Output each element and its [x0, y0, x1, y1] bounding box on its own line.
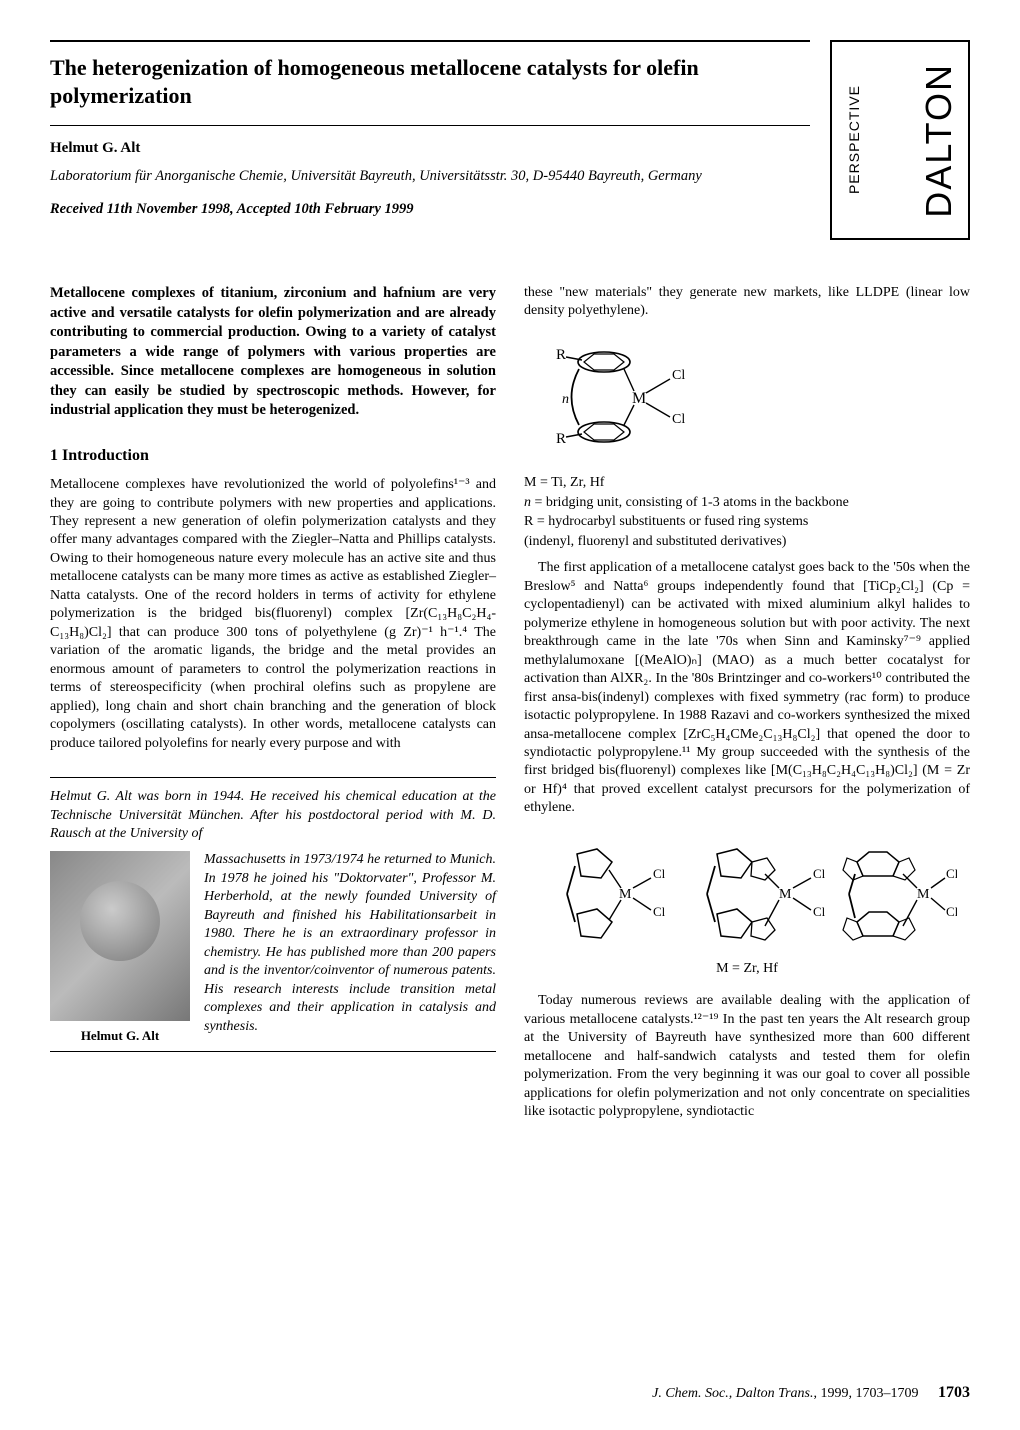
fig1-line-1: M = Ti, Zr, Hf — [524, 473, 970, 493]
fig1-caption: M = Ti, Zr, Hf n = bridging unit, consis… — [524, 473, 970, 551]
chem-figure-2: M Cl Cl M — [524, 834, 970, 978]
bio-flex-row: Helmut G. Alt Massachusetts in 1973/1974… — [50, 851, 496, 1044]
chem-figure-1: R R n M Cl Cl — [524, 337, 970, 551]
bio-divider-top — [50, 777, 496, 778]
bio-divider-bottom — [50, 1051, 496, 1052]
svg-text:M: M — [632, 390, 646, 407]
metallocene-variants-svg: M Cl Cl M — [537, 834, 957, 954]
fig1-line-2-text: = bridging unit, consisting of 1-3 atoms… — [531, 495, 849, 510]
svg-text:Cl: Cl — [946, 904, 957, 919]
svg-text:R: R — [556, 431, 566, 447]
received-line: Received 11th November 1998, Accepted 10… — [50, 201, 810, 218]
svg-text:M: M — [779, 887, 792, 902]
header-region: The heterogenization of homogeneous meta… — [50, 40, 970, 240]
svg-text:Cl: Cl — [653, 904, 666, 919]
svg-text:Cl: Cl — [672, 368, 685, 383]
right-para-3: Today numerous reviews are available dea… — [524, 992, 970, 1121]
fig2-caption: M = Zr, Hf — [524, 960, 970, 978]
footer-year-pages: , 1999, 1703–1709 — [814, 1386, 919, 1401]
footer-page-number: 1703 — [938, 1384, 970, 1401]
svg-text:Cl: Cl — [672, 412, 685, 427]
badge-dalton-text: DALTON — [918, 63, 960, 218]
article-title: The heterogenization of homogeneous meta… — [50, 54, 810, 109]
journal-badge: PERSPECTIVE DALTON — [830, 40, 970, 240]
author-name: Helmut G. Alt — [50, 140, 810, 157]
svg-text:M: M — [619, 887, 632, 902]
svg-text:n: n — [562, 392, 569, 407]
section-1-para: Metallocene complexes have revolutionize… — [50, 476, 496, 753]
svg-text:Cl: Cl — [653, 866, 666, 881]
fig1-n-var: n — [524, 495, 531, 510]
fig1-line-3: R = hydrocarbyl substituents or fused ri… — [524, 512, 970, 532]
left-header: The heterogenization of homogeneous meta… — [50, 40, 830, 218]
fig1-line-2: n = bridging unit, consisting of 1-3 ato… — [524, 493, 970, 513]
svg-text:Cl: Cl — [813, 904, 826, 919]
author-photo — [50, 851, 190, 1021]
abstract-text: Metallocene complexes of titanium, zirco… — [50, 284, 496, 421]
author-affiliation: Laboratorium für Anorganische Chemie, Un… — [50, 167, 810, 187]
metallocene-structure-svg: R R n M Cl Cl — [524, 337, 724, 467]
divider-line — [50, 125, 810, 126]
bio-continuation-text: Massachusetts in 1973/1974 he returned t… — [204, 851, 496, 1044]
svg-text:R: R — [556, 347, 566, 363]
author-bio: Helmut G. Alt was born in 1944. He recei… — [50, 788, 496, 1045]
title-block: The heterogenization of homogeneous meta… — [50, 40, 810, 109]
footer-journal: J. Chem. Soc., Dalton Trans. — [652, 1386, 813, 1401]
right-intro-para: these "new materials" they generate new … — [524, 284, 970, 321]
body-columns: Metallocene complexes of titanium, zirco… — [50, 284, 970, 1122]
svg-text:Cl: Cl — [813, 866, 826, 881]
page-footer: J. Chem. Soc., Dalton Trans., 1999, 1703… — [652, 1384, 970, 1402]
fig1-line-4: (indenyl, fluorenyl and substituted deri… — [524, 532, 970, 552]
svg-text:M: M — [917, 887, 930, 902]
right-para-2: The first application of a metallocene c… — [524, 559, 970, 818]
author-photo-caption: Helmut G. Alt — [50, 1027, 190, 1044]
svg-text:Cl: Cl — [946, 866, 957, 881]
bio-photo-wrap: Helmut G. Alt — [50, 851, 190, 1044]
left-column: Metallocene complexes of titanium, zirco… — [50, 284, 496, 1122]
bio-intro-text: Helmut G. Alt was born in 1944. He recei… — [50, 789, 496, 841]
badge-perspective-text: PERSPECTIVE — [846, 85, 862, 194]
section-1-heading: 1 Introduction — [50, 445, 496, 466]
right-column: these "new materials" they generate new … — [524, 284, 970, 1122]
